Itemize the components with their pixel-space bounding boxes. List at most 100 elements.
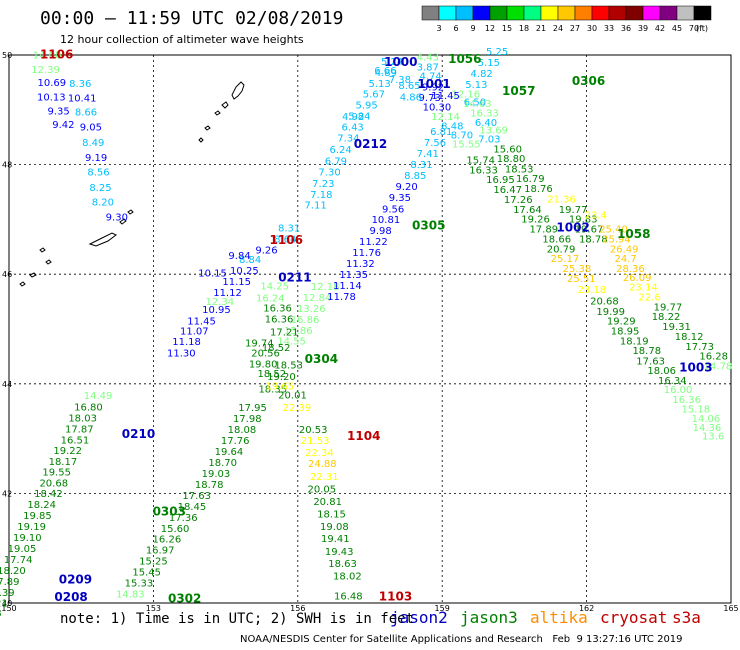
pass-number-label: 0210	[122, 427, 155, 441]
wave-height-value: 17.21	[270, 328, 299, 339]
wave-height-value: 16.47	[493, 185, 522, 196]
wave-height-value: 23.14	[629, 283, 658, 294]
wave-height-value: 15.74	[466, 156, 495, 167]
legend-cryosat: cryosat	[600, 608, 668, 627]
lon-tick-label: 153	[146, 604, 161, 613]
wave-height-value: 17.64	[513, 205, 542, 216]
pass-number-label: 0212	[354, 137, 387, 151]
wave-height-value: 24.88	[308, 459, 337, 470]
wave-height-value: 16.28	[699, 352, 728, 363]
wave-height-value: 18.03	[68, 414, 97, 425]
wave-height-value: 18.02	[333, 571, 362, 582]
wave-height-value: 9.92	[422, 83, 444, 94]
wave-height-value: 9.20	[395, 182, 417, 193]
wave-height-value: 7.23	[312, 179, 334, 190]
wave-height-value: 5.84	[348, 112, 370, 123]
wave-height-value: 18.78	[632, 346, 661, 357]
wave-height-value: 19.77	[559, 205, 588, 216]
wave-height-value: 9.98	[369, 226, 391, 237]
altimeter-tracks: 8.36 10.41 8.66 9.05 8.49 9.19 8.56 8.25 8.20 9.3…	[0, 47, 732, 620]
pass-number-label: 1103	[379, 589, 412, 603]
wave-height-value: 14.36	[693, 423, 722, 434]
pass-number-label: 1003	[679, 361, 712, 375]
wave-height-value: 25.17	[551, 254, 580, 265]
wave-height-value: 10.25	[230, 266, 259, 277]
wave-height-value: 10.41	[68, 94, 97, 105]
wave-height-value: 9.35	[47, 107, 69, 118]
wave-height-value: 10.15	[198, 268, 227, 279]
lat-tick-label: 48	[2, 161, 12, 170]
wave-height-value: 15.25	[139, 557, 168, 568]
wave-height-value: 11.30	[167, 348, 196, 359]
wave-height-value: 14.00	[33, 50, 62, 61]
wave-height-value: 7.03	[478, 135, 500, 146]
wave-height-value: 11.07	[180, 326, 209, 337]
pass-number-label: 0303	[153, 504, 186, 518]
wave-height-value: 19.74	[245, 339, 274, 350]
wave-height-value: 15.55	[452, 140, 481, 151]
wave-height-value: 23.4	[585, 210, 607, 221]
wave-height-value: 16.51	[61, 436, 90, 447]
colorbar-tick-label: 9	[470, 24, 475, 33]
wave-height-value: 12.18	[311, 282, 340, 293]
wave-height-value: 17.21	[0, 598, 8, 609]
wave-height-value: 6.40	[475, 118, 497, 129]
wave-height-value: 16.80	[74, 403, 103, 414]
wave-height-value: 6.79	[325, 157, 347, 168]
wave-height-value: 13.69	[479, 125, 508, 136]
wave-height-value: 18.08	[228, 425, 257, 436]
wave-height-value: 8.36	[69, 79, 91, 90]
wave-height-value: 7.30	[318, 168, 340, 179]
wave-height-value: 19.65	[266, 381, 295, 392]
wave-height-value: 5.13	[368, 79, 390, 90]
colorbar-tick-label: 33	[604, 24, 614, 33]
wave-height-value: 23.18	[578, 285, 607, 296]
wave-height-value: 18.70	[208, 458, 237, 469]
wave-height-value: 19.83	[569, 215, 598, 226]
wave-height-value: 9.26	[255, 245, 277, 256]
wave-height-value: 8.64	[274, 234, 296, 245]
wave-height-value: 8.20	[92, 198, 114, 209]
wave-height-value: 6.50	[464, 97, 486, 108]
wave-height-value: 5.95	[355, 101, 377, 112]
pass-number-label: 0305	[412, 218, 445, 232]
wave-height-value: 19.85	[23, 511, 52, 522]
wave-height-value: 6.66	[374, 66, 396, 77]
wave-height-value: 8.85	[404, 171, 426, 182]
wave-height-value: 19.05	[8, 544, 37, 555]
wave-height-value: 7.18	[310, 190, 332, 201]
pass-labels: 1106 1000 1056 0306 1001 1057 0212 1106 0305 1002…	[40, 47, 713, 605]
wave-height-value: 5.67	[363, 90, 385, 101]
wave-height-value: 26.09	[623, 273, 652, 284]
wave-height-value: 16.36	[263, 303, 292, 314]
wave-height-value: 18.20	[0, 566, 26, 577]
wave-height-value: 17.76	[221, 436, 250, 447]
wave-height-value: 15.60	[493, 145, 522, 156]
wave-height-value: 19.22	[53, 446, 82, 457]
wave-height-value: 16.36	[265, 314, 294, 325]
wave-height-value: 9.19	[85, 153, 107, 164]
pass-number-label: 0208	[54, 590, 87, 604]
island-outlines	[19, 81, 245, 287]
wave-height-value: 18.78	[195, 480, 224, 491]
wave-height-value: 11.18	[172, 337, 201, 348]
colorbar-tick-label: 39	[638, 24, 648, 33]
wave-height-value: 11.45	[431, 91, 460, 102]
pass-number-label: 1001	[417, 77, 450, 91]
colorbar-swatch	[472, 5, 491, 21]
wave-height-value: 4.92	[342, 112, 364, 123]
colorbar-swatch	[455, 5, 474, 21]
lat-tick-label: 42	[2, 489, 12, 498]
wave-height-value: 11.32	[346, 259, 375, 270]
wave-height-value: 3.87	[417, 62, 439, 73]
wave-height-value: 5.13	[465, 80, 487, 91]
wave-height-value: 18.52	[262, 343, 291, 354]
wave-height-value: 18.15	[317, 510, 346, 521]
wave-height-value: 7.56	[424, 138, 446, 149]
colorbar-swatch	[506, 5, 525, 21]
pass-number-label: 0302	[168, 591, 201, 605]
wave-height-value: 17.89	[529, 225, 558, 236]
wave-height-value: 18.06	[647, 366, 676, 377]
pass-number-label: 0209	[59, 572, 92, 586]
wave-height-value: 4.74	[420, 72, 442, 83]
